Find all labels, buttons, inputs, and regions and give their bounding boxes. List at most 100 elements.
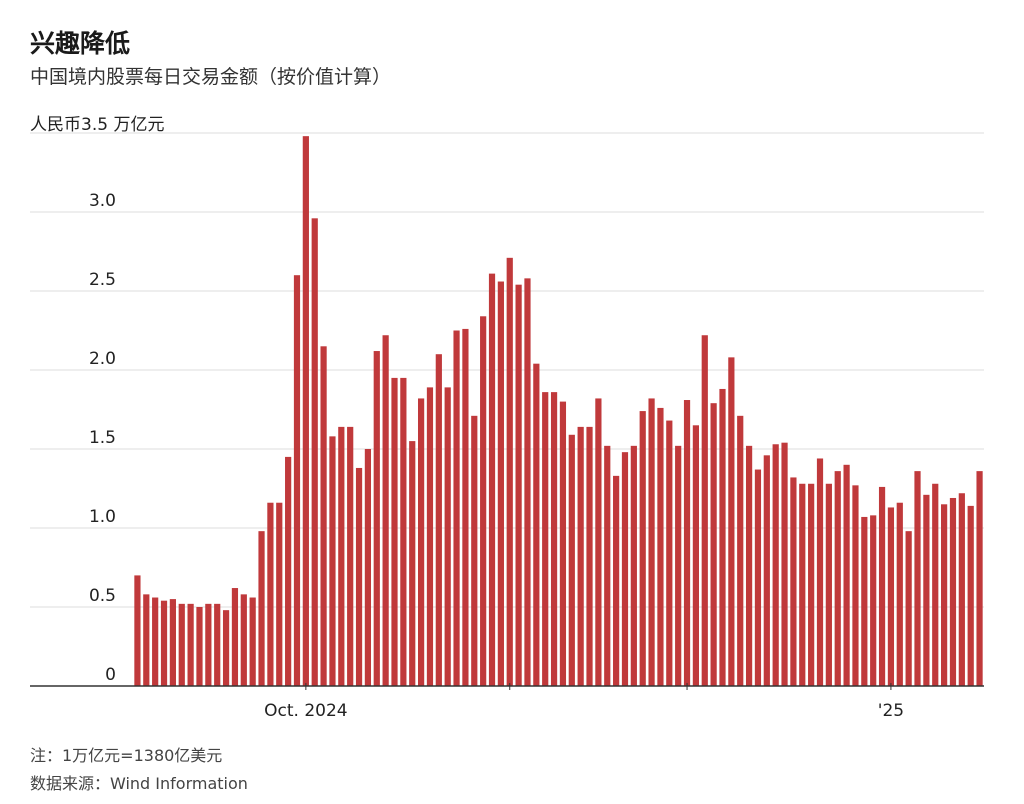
- bar: [834, 471, 841, 686]
- bar: [825, 483, 832, 686]
- bar: [852, 485, 859, 686]
- bar: [462, 328, 469, 686]
- bar: [648, 398, 655, 686]
- bar: [258, 531, 265, 686]
- bar: [497, 281, 504, 686]
- bar: [285, 456, 292, 686]
- x-tick-label: Oct. 2024: [264, 701, 347, 721]
- bar: [657, 407, 664, 686]
- bar: [701, 335, 708, 686]
- bar: [781, 442, 788, 686]
- bar: [515, 284, 522, 686]
- bar: [409, 441, 416, 686]
- bar: [382, 335, 389, 686]
- bar: [621, 452, 629, 686]
- bar: [630, 445, 637, 686]
- bar: [417, 398, 425, 686]
- bar: [249, 597, 256, 686]
- bar: [453, 330, 460, 686]
- bar: [196, 607, 203, 686]
- bar-chart: 0 0.5 1.0 1.5 2.0 2.5 3.0 人民币3.5 万亿元 Oct. 2024 '2…: [30, 115, 984, 721]
- bar: [293, 275, 301, 686]
- bar: [355, 467, 363, 686]
- bar: [542, 392, 549, 686]
- bar: [400, 377, 407, 686]
- chart-title: 兴趣降低: [30, 29, 131, 58]
- bar: [311, 218, 318, 686]
- bar: [799, 483, 806, 686]
- bar: [754, 469, 762, 686]
- bar: [737, 415, 744, 686]
- bar: [639, 411, 646, 686]
- y-tick-label: 1.0: [89, 507, 116, 527]
- bar: [595, 398, 602, 686]
- bar: [745, 445, 753, 686]
- bar: [426, 387, 434, 686]
- bar: [471, 415, 478, 686]
- footnotes: 注：1万亿元=1380亿美元 数据来源：Wind Information: [30, 742, 248, 798]
- bar: [302, 136, 309, 686]
- bar: [905, 531, 912, 686]
- bar: [488, 273, 496, 686]
- bar: [533, 363, 540, 686]
- bar: [267, 502, 274, 686]
- bar: [843, 464, 850, 686]
- bar: [276, 502, 283, 686]
- bar: [240, 594, 247, 686]
- bar: [577, 426, 584, 686]
- bar: [231, 588, 239, 686]
- bar: [772, 444, 779, 686]
- bar: [923, 494, 930, 686]
- bar: [870, 515, 877, 686]
- bar: [214, 603, 221, 686]
- bar: [790, 477, 797, 686]
- x-tick-label: '25: [878, 701, 904, 721]
- bar: [958, 493, 965, 686]
- bar: [976, 471, 983, 686]
- bar: [550, 392, 558, 686]
- conversion-note: 注：1万亿元=1380亿美元: [30, 746, 223, 765]
- chart-subtitle: 中国境内股票每日交易金额（按价值计算）: [30, 66, 392, 88]
- bar: [683, 400, 691, 686]
- bar: [444, 387, 451, 686]
- y-axis-unit-label: 人民币3.5 万亿元: [30, 115, 164, 135]
- bar: [710, 403, 717, 686]
- bar: [887, 507, 895, 686]
- bar: [205, 603, 212, 686]
- bar: [169, 599, 176, 686]
- bar: [506, 257, 513, 686]
- bar: [932, 483, 939, 686]
- bar: [896, 502, 903, 686]
- bar: [178, 603, 185, 686]
- bar: [763, 455, 770, 686]
- bar: [949, 497, 957, 686]
- bar: [728, 357, 735, 686]
- bar: [941, 504, 948, 686]
- y-tick-label: 1.5: [89, 428, 116, 448]
- y-tick-label: 2.0: [89, 349, 116, 369]
- bar: [816, 458, 824, 686]
- bar: [347, 426, 354, 686]
- bar: [329, 436, 336, 686]
- bar: [480, 316, 487, 686]
- bar: [666, 420, 673, 686]
- y-tick-label: 0.5: [89, 586, 116, 606]
- bar: [861, 516, 868, 686]
- bar: [364, 449, 372, 686]
- bar: [338, 426, 345, 686]
- bar: [160, 600, 168, 686]
- bar: [675, 445, 682, 686]
- data-source: 数据来源：Wind Information: [30, 774, 248, 793]
- bar: [586, 426, 593, 686]
- bar: [134, 575, 141, 686]
- bar: [373, 351, 380, 686]
- bar: [187, 603, 194, 686]
- y-tick-label: 0: [105, 665, 116, 685]
- bar: [719, 388, 726, 686]
- bar: [967, 505, 974, 686]
- bar: [568, 434, 575, 686]
- bar: [143, 594, 150, 686]
- bar: [391, 377, 398, 686]
- bar: [152, 597, 159, 686]
- y-tick-label: 3.0: [89, 191, 116, 211]
